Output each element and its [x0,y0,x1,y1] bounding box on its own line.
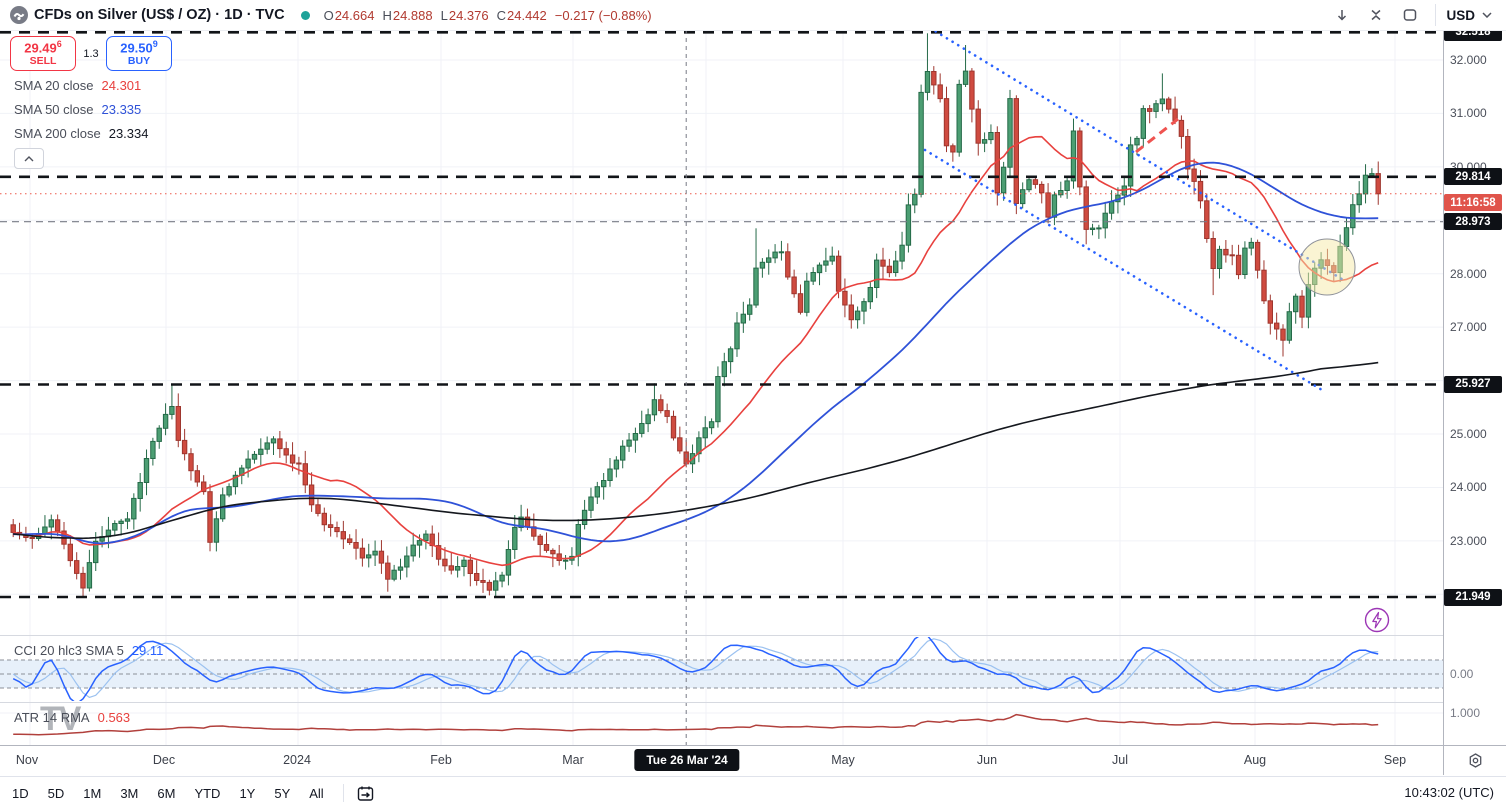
arrow-down-icon[interactable] [1329,4,1355,26]
price-axis-label: 28.000 [1450,266,1487,281]
range-button-5D[interactable]: 5D [47,785,65,801]
price-axis-label: 32.000 [1450,53,1487,67]
chevron-down-icon [1482,12,1492,18]
trade-panel: 29.496 SELL 1.3 29.509 BUY [10,36,172,71]
fullscreen-icon[interactable] [1397,4,1423,26]
collapse-panes-icon[interactable] [1363,4,1389,26]
price-axis-label: 27.000 [1450,320,1487,335]
range-button-3M[interactable]: 3M [120,785,139,801]
ohlc-values: O24.664 H24.888 L24.376 C24.442 −0.217 (… [323,7,652,23]
price-change: −0.217 (−0.88%) [554,7,652,23]
time-axis-label: Sep [1383,753,1407,767]
crosshair-date-label: Tue 26 Mar '24 [634,749,740,771]
cci-axis-label: 0.00 [1450,667,1474,681]
bar-countdown-label: 11:16:58 [1444,194,1502,212]
cci-legend[interactable]: CCI 20 hlc3 SMA 5 29.11 [14,643,164,658]
sma200-legend[interactable]: SMA 200 close 23.334 [14,126,149,141]
sell-button[interactable]: 29.496 SELL [10,36,76,71]
symbol-logo-icon [10,6,28,24]
price-axis[interactable]: 32.000 31.000 30.000 28.000 27.000 25.000 24.0… [1444,30,1506,745]
price-line-label: 32.518 [1444,30,1502,41]
price-line-label: 28.973 [1444,213,1502,231]
price-axis-label: 23.000 [1450,533,1487,548]
price-line-label: 29.814 [1444,168,1502,186]
currency-dropdown[interactable]: USD [1446,8,1492,23]
divider [342,784,344,802]
top-toolbar: CFDs on Silver (US$ / OZ) · 1D · TVC O24… [0,0,1506,31]
time-axis-label: Jul [1112,753,1128,767]
price-line-label: 21.949 [1444,588,1502,606]
range-button-YTD[interactable]: YTD [194,785,221,801]
pane-separator[interactable] [0,702,1506,703]
time-axis-border [0,745,1506,746]
time-axis-label: May [831,753,855,767]
price-axis-label: 31.000 [1450,106,1487,121]
calendar-icon [357,786,373,801]
price-line-label: 25.927 [1444,375,1502,393]
price-axis-label: 25.000 [1450,427,1487,441]
legend-collapse-button[interactable] [14,148,44,169]
time-axis-label: Nov [15,753,39,767]
gear-icon [1469,753,1481,768]
pane-separator[interactable] [0,635,1506,636]
time-axis[interactable]: Tue 26 Mar '24 Nov Dec 2024 Feb Mar May Jun Jul… [0,746,1443,775]
range-button-1M[interactable]: 1M [83,785,102,801]
flash-icon[interactable] [1364,607,1390,633]
time-axis-label: Mar [562,753,584,767]
chart-canvas[interactable] [0,30,1443,745]
spread-value: 1.3 [83,47,99,60]
range-button-6M[interactable]: 6M [157,785,176,801]
symbol-title[interactable]: CFDs on Silver (US$ / OZ) · 1D · TVC [34,7,285,23]
range-button-5Y[interactable]: 5Y [274,785,291,801]
range-buttons: 1D 5D 1M 3M 6M YTD 1Y 5Y All [0,783,331,804]
range-button-1D[interactable]: 1D [12,785,29,801]
time-axis-label: Aug [1243,753,1267,767]
sma50-legend[interactable]: SMA 50 close 23.335 [14,102,142,117]
time-axis-label: Dec [152,753,176,767]
tradingview-watermark-icon: TV [40,700,81,738]
atr-axis-label: 1.000 [1450,706,1481,720]
sma20-legend[interactable]: SMA 20 close 24.301 [14,78,142,93]
go-to-date-button[interactable] [356,784,375,803]
axis-settings-button[interactable] [1444,746,1506,775]
time-axis-label: Jun [976,753,998,767]
price-axis-border [1443,30,1444,775]
range-button-1Y[interactable]: 1Y [239,785,256,801]
divider [1435,4,1437,26]
bottom-toolbar: 1D 5D 1M 3M 6M YTD 1Y 5Y All 10:43:02 (UTC) [0,776,1506,809]
time-axis-label: Feb [430,753,452,767]
buy-button[interactable]: 29.509 BUY [106,36,172,71]
price-axis-label: 24.000 [1450,480,1487,495]
range-button-All[interactable]: All [309,785,324,801]
market-status-icon [300,10,310,20]
time-axis-label: 2024 [283,753,311,767]
chevron-up-icon [24,155,34,161]
utc-clock[interactable]: 10:43:02 (UTC) [1404,785,1494,800]
atr-legend[interactable]: ATR 14 RMA 0.563 [14,710,131,725]
